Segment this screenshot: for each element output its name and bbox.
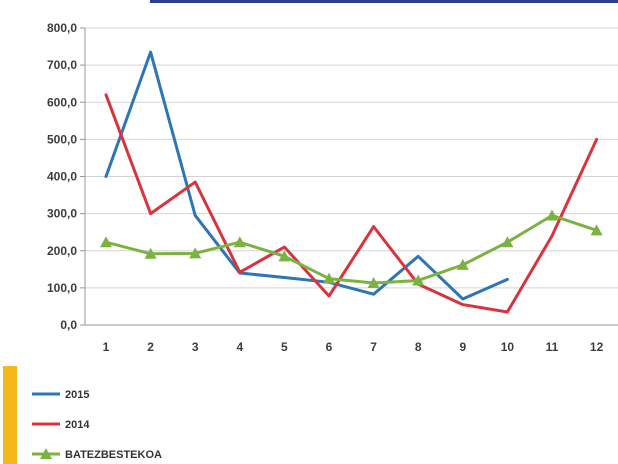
data-point-marker	[189, 247, 202, 259]
y-tick-label: 0,0	[60, 318, 77, 332]
x-tick-label: 10	[501, 340, 515, 354]
chart-legend: 2015 2014 BATEZBESTEKOA	[32, 389, 162, 461]
x-tick-label: 7	[370, 340, 377, 354]
legend-label: BATEZBESTEKOA	[65, 449, 162, 461]
data-point-marker	[233, 236, 246, 248]
data-point-marker	[546, 209, 558, 221]
x-tick-label: 11	[546, 340, 559, 354]
data-point-marker	[412, 274, 425, 286]
x-tick-label: 9	[459, 340, 466, 354]
chart-grid	[85, 27, 618, 289]
x-tick-labels: 1 2 3 4 5 6 7 8 9 10 11 12	[103, 340, 604, 354]
header-accent-rule	[150, 0, 618, 3]
x-tick-label: 12	[590, 340, 604, 354]
data-point-marker	[501, 236, 514, 248]
y-tick-label: 800,0	[47, 21, 77, 35]
series-line-2015	[104, 50, 509, 301]
legend-label: 2015	[65, 389, 89, 401]
legend-label: 2014	[65, 419, 90, 431]
y-tick-label: 300,0	[47, 207, 77, 221]
x-tick-label: 4	[236, 340, 243, 354]
data-point-marker	[456, 258, 469, 270]
x-tick-label: 3	[192, 340, 199, 354]
chart-series	[100, 50, 603, 314]
chart-axes	[80, 27, 618, 326]
y-tick-label: 400,0	[47, 170, 77, 184]
x-tick-label: 5	[281, 340, 288, 354]
series-line-batezbestekoa	[104, 213, 599, 285]
x-tick-label: 6	[326, 340, 333, 354]
side-accent-bar	[3, 366, 17, 464]
legend-marker	[40, 448, 52, 459]
y-tick-label: 100,0	[47, 281, 77, 295]
x-tick-label: 2	[147, 340, 154, 354]
data-point-marker	[100, 236, 112, 248]
x-tick-label: 8	[415, 340, 422, 354]
data-point-marker	[367, 277, 380, 289]
data-point-marker	[278, 250, 291, 262]
series-line-2014	[104, 93, 599, 314]
x-tick-label: 1	[103, 340, 110, 354]
y-tick-label: 600,0	[47, 95, 77, 109]
data-point-marker	[144, 247, 157, 259]
y-tick-label: 700,0	[47, 58, 77, 72]
y-tick-label: 200,0	[47, 244, 77, 258]
y-tick-label: 500,0	[47, 132, 77, 146]
data-point-marker	[323, 272, 335, 284]
data-point-marker	[590, 224, 603, 236]
y-tick-labels: 0,0 100,0 200,0 300,0 400,0 500,0 600,0 700,0 80…	[47, 21, 77, 332]
